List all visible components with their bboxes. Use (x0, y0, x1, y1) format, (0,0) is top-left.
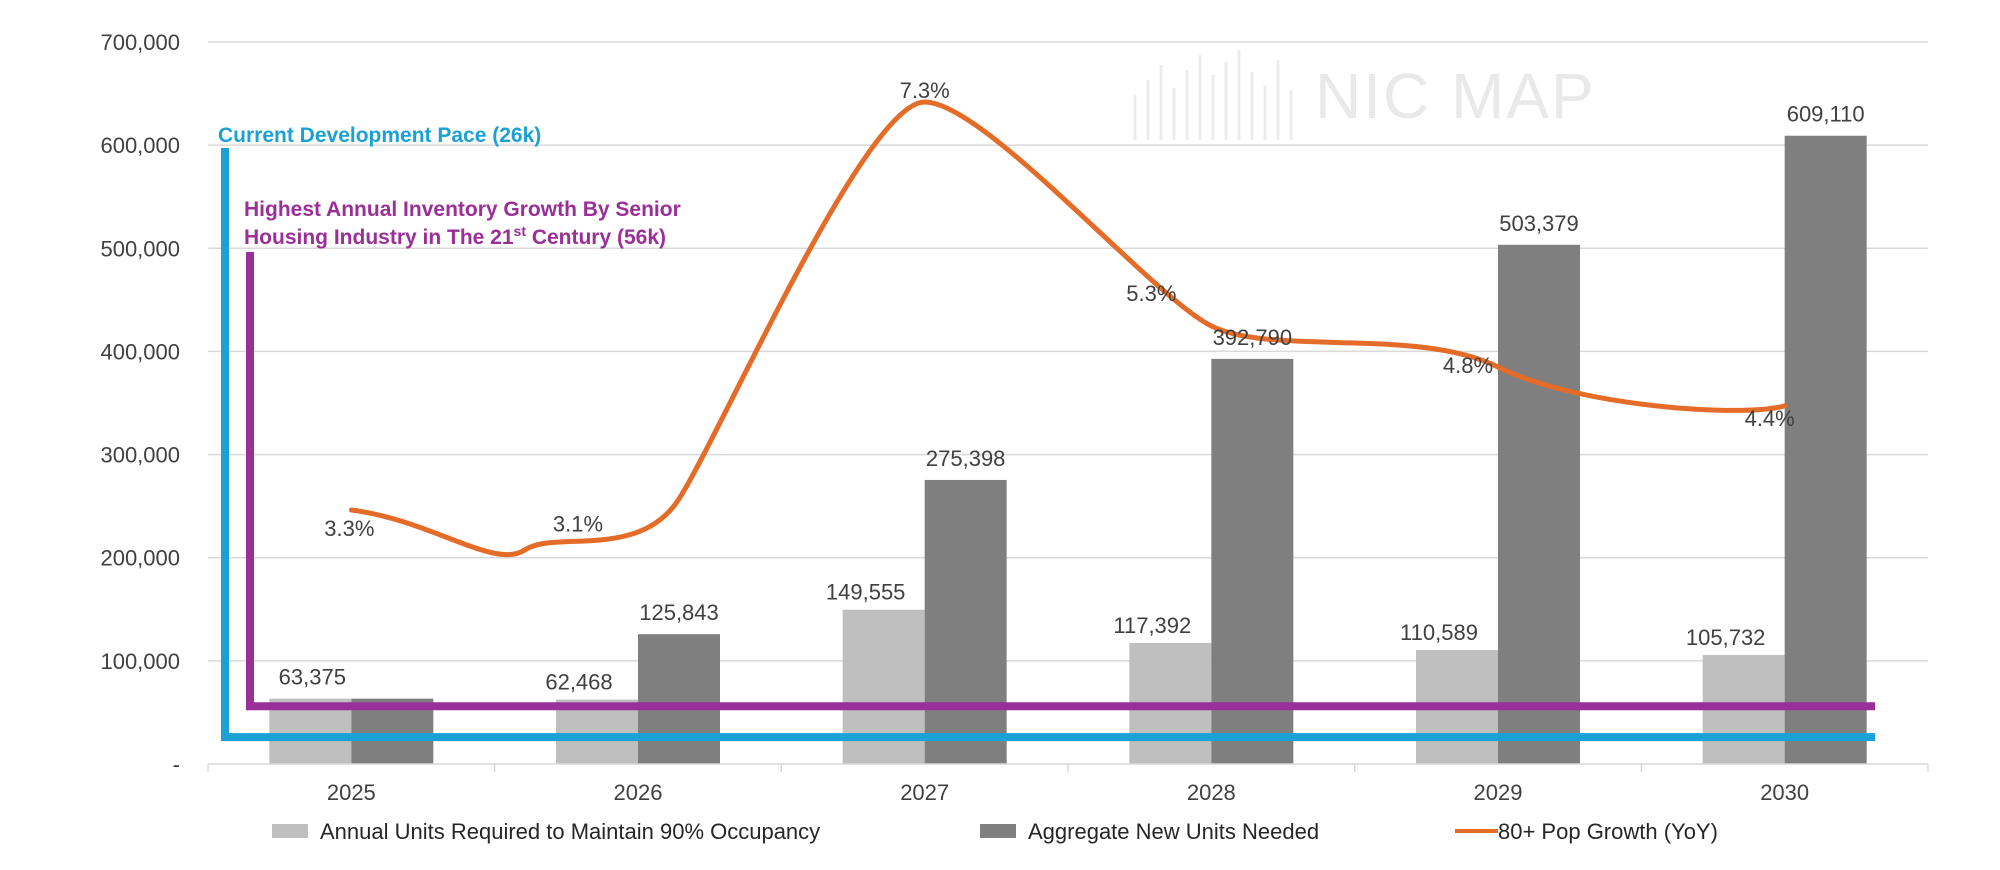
bar-aggregate-2028 (1211, 358, 1294, 764)
data-label-annual-2026: 62,468 (545, 670, 612, 695)
x-tick-label-2030: 2030 (1760, 780, 1809, 805)
watermark-bars-icon (1133, 50, 1293, 140)
data-label-aggregate-2030: 609,110 (1787, 102, 1865, 127)
legend-label-aggregate: Aggregate New Units Needed (1028, 819, 1319, 844)
growth-label-2027: 7.3% (900, 78, 950, 103)
highest-growth-line (246, 252, 1875, 711)
growth-line (348, 99, 1788, 558)
highest-growth-label-post: Century (56k) (526, 226, 666, 249)
y-tick-label-1: 100,000 (100, 649, 180, 674)
x-tick-label-2026: 2026 (614, 780, 663, 805)
y-tick-label-4: 400,000 (100, 339, 180, 364)
growth-label-2026: 3.1% (553, 511, 603, 536)
legend: Annual Units Required to Maintain 90% Oc… (272, 819, 1718, 844)
reference-lines (221, 148, 1875, 742)
data-label-aggregate-2029: 503,379 (1499, 211, 1579, 236)
data-label-annual-2028: 117,392 (1113, 613, 1191, 638)
highest-growth-label-line1: Highest Annual Inventory Growth By Senio… (244, 198, 681, 221)
current-pace-label: Current Development Pace (26k) (218, 124, 541, 147)
legend-label-annual: Annual Units Required to Maintain 90% Oc… (320, 819, 820, 844)
x-tick-label-2028: 2028 (1187, 780, 1236, 805)
grid: - 100,000 200,000 300,000 400,000 500,000 600,… (100, 30, 1928, 777)
watermark: NIC MAP (1133, 50, 1596, 140)
bar-aggregate-2030 (1784, 135, 1867, 765)
data-label-aggregate-2028: 392,790 (1213, 325, 1293, 350)
y-tick-label-5: 500,000 (100, 236, 180, 261)
x-tick-label-2027: 2027 (900, 780, 949, 805)
x-tick-label-2029: 2029 (1474, 780, 1523, 805)
bar-aggregate-2026 (638, 634, 720, 764)
growth-label-2025: 3.3% (324, 516, 374, 541)
y-tick-label-0: - (173, 752, 180, 777)
x-axis: 2025 2026 2027 2028 2029 2030 (207, 763, 1929, 805)
highest-growth-label-pre: Housing Industry in The 21 (244, 226, 514, 249)
data-label-aggregate-2025: 63,375 (279, 665, 346, 690)
y-tick-label-3: 300,000 (100, 443, 180, 468)
data-label-aggregate-2027: 275,398 (926, 446, 1006, 471)
growth-label-2028: 5.3% (1126, 281, 1176, 306)
growth-label-2029: 4.8% (1443, 353, 1493, 378)
data-labels: 63,375 62,468 125,843 149,555 275,398 117,392… (279, 78, 1865, 695)
bars (269, 135, 1867, 765)
bar-aggregate-2029 (1498, 244, 1580, 764)
legend-swatch-annual (272, 824, 308, 838)
y-tick-label-2: 200,000 (100, 546, 180, 571)
x-tick-label-2025: 2025 (327, 780, 376, 805)
data-label-annual-2029: 110,589 (1400, 620, 1478, 645)
bar-aggregate-2027 (924, 479, 1007, 764)
highest-growth-label-sup: st (514, 223, 527, 239)
bar-annual-2026 (556, 699, 638, 764)
y-tick-label-7: 700,000 (100, 30, 180, 55)
highest-growth-label-line2: Housing Industry in The 21st Century (56… (244, 223, 666, 249)
data-label-aggregate-2026: 125,843 (639, 600, 719, 625)
watermark-text: NIC MAP (1315, 60, 1596, 132)
legend-swatch-aggregate (980, 824, 1016, 838)
data-label-annual-2030: 105,732 (1686, 625, 1766, 650)
current-pace-line (221, 148, 1875, 742)
y-tick-label-6: 600,000 (100, 133, 180, 158)
growth-line-path (348, 99, 1788, 558)
data-label-annual-2027: 149,555 (826, 580, 906, 605)
growth-label-2030: 4.4% (1745, 406, 1795, 431)
legend-label-growth: 80+ Pop Growth (YoY) (1498, 819, 1718, 844)
